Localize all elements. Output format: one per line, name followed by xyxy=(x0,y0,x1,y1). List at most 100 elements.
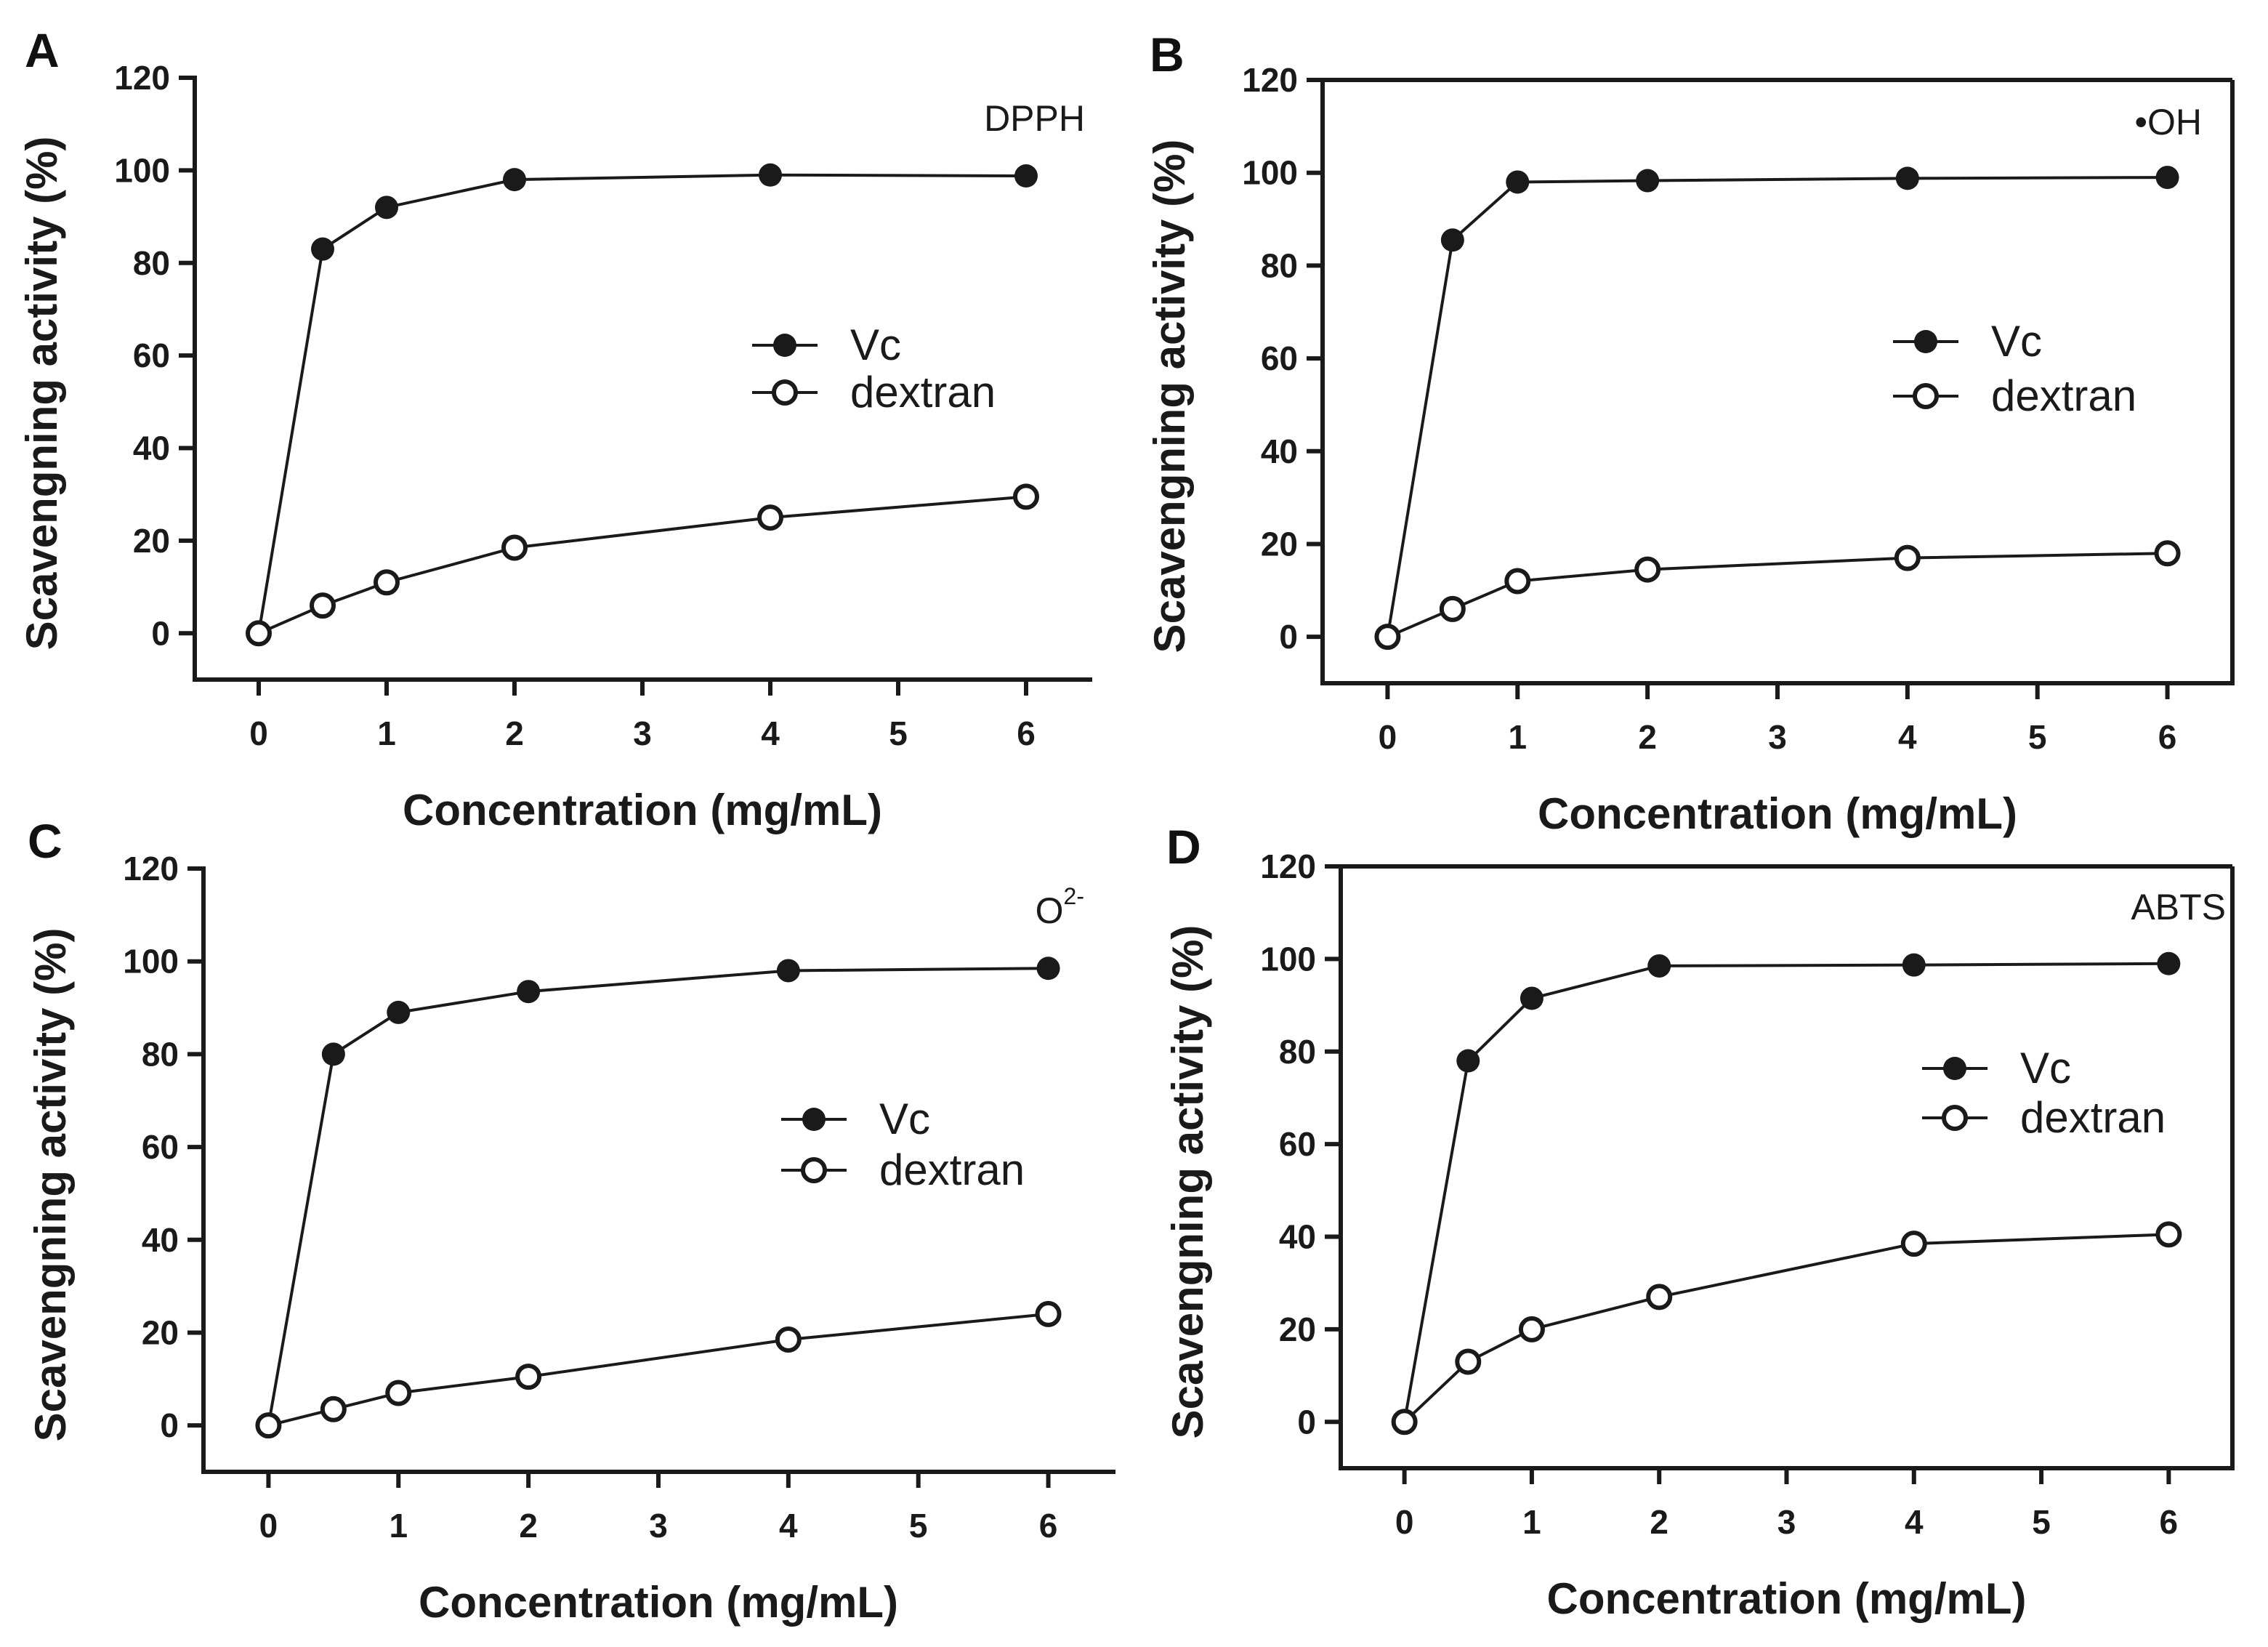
data-point xyxy=(1646,1284,1673,1310)
y-tick-label: 40 xyxy=(1261,432,1298,470)
legend-label: Vc xyxy=(850,321,901,369)
x-tick-label: 4 xyxy=(1905,1503,1924,1541)
data-point xyxy=(517,980,541,1004)
x-tick-label: 6 xyxy=(2160,1503,2179,1541)
data-point xyxy=(1504,568,1531,595)
data-point xyxy=(387,1000,411,1024)
data-point xyxy=(310,592,336,619)
y-axis-title: Scavengning activity (%) xyxy=(17,137,66,651)
panel-letter: B xyxy=(1150,28,1185,81)
y-tick-label: 80 xyxy=(1279,1033,1316,1071)
y-axis-title: Scavengning activity (%) xyxy=(26,928,75,1442)
data-point xyxy=(1636,169,1660,193)
data-point xyxy=(1440,228,1464,252)
data-point xyxy=(1036,957,1060,980)
x-tick-label: 5 xyxy=(889,714,908,752)
panel-letter: C xyxy=(28,814,62,868)
panel-letter: D xyxy=(1166,820,1201,874)
y-tick-label: 0 xyxy=(151,614,170,652)
data-point xyxy=(1647,954,1671,978)
data-point xyxy=(1902,953,1926,977)
x-axis-title: Concentration (mg/mL) xyxy=(1538,789,2017,838)
y-tick-label: 100 xyxy=(114,151,170,189)
data-point xyxy=(246,620,272,647)
x-axis-title: Concentration (mg/mL) xyxy=(1547,1574,2027,1623)
y-tick-label: 120 xyxy=(123,850,179,887)
y-tick-label: 20 xyxy=(1279,1310,1316,1348)
x-tick-label: 2 xyxy=(1638,718,1657,756)
chart-panel-b: 0 20 40 60 80 100 120 0 1 2 3 4 5 6 Concentration (mg/… xyxy=(1145,28,2235,838)
y-tick-label: 60 xyxy=(142,1128,179,1166)
data-point xyxy=(776,959,800,983)
panel-annotation: DPPH xyxy=(984,98,1085,139)
data-point xyxy=(759,163,782,187)
data-point xyxy=(775,1326,802,1353)
data-point xyxy=(515,1364,542,1390)
series-dextran xyxy=(255,1300,1062,1439)
legend-label: dextran xyxy=(1991,371,2136,420)
data-point xyxy=(255,1412,282,1439)
series-vc xyxy=(1392,951,2181,1434)
data-point xyxy=(1894,544,1921,571)
legend-label: Vc xyxy=(879,1095,930,1143)
chart-panel-a: 0 20 40 60 80 100 120 0 1 2 3 4 5 6 Concentration (mg/… xyxy=(17,23,1092,834)
y-axis-title: Scavengning activity (%) xyxy=(1145,140,1194,653)
data-point xyxy=(1013,483,1039,510)
annotation-superscript: 2- xyxy=(1064,883,1084,909)
data-point xyxy=(1506,170,1530,194)
x-tick-label: 6 xyxy=(2158,718,2177,756)
data-point xyxy=(1900,1231,1927,1257)
legend-label: dextran xyxy=(879,1145,1025,1194)
x-tick-label: 3 xyxy=(1777,1503,1796,1541)
x-tick-label: 3 xyxy=(633,714,652,752)
x-tick-label: 4 xyxy=(779,1507,798,1545)
x-axis-title: Concentration (mg/mL) xyxy=(419,1578,898,1627)
x-tick-label: 1 xyxy=(389,1507,408,1545)
data-point xyxy=(1634,556,1661,583)
legend-marker xyxy=(1943,1057,1966,1080)
x-axis-title: Concentration (mg/mL) xyxy=(403,786,882,834)
series-line xyxy=(1403,962,2169,1422)
data-point xyxy=(1035,1300,1062,1327)
data-point xyxy=(1520,986,1543,1010)
x-tick-label: 1 xyxy=(1522,1503,1541,1541)
data-point xyxy=(311,237,334,261)
y-tick-label: 60 xyxy=(1279,1125,1316,1163)
legend-marker xyxy=(801,1157,827,1183)
x-tick-label: 0 xyxy=(1379,718,1397,756)
data-point xyxy=(2154,540,2181,567)
x-tick-label: 6 xyxy=(1017,714,1036,752)
chart-panel-d: 0 20 40 60 80 100 120 0 1 2 3 4 5 6 Concentration (mg/… xyxy=(1163,820,2235,1623)
y-tick-label: 20 xyxy=(133,522,170,560)
legend-label: dextran xyxy=(850,368,996,416)
x-tick-label: 5 xyxy=(2032,1503,2051,1541)
data-point xyxy=(757,504,783,531)
x-tick-label: 0 xyxy=(259,1507,278,1545)
y-tick-label: 120 xyxy=(114,59,170,97)
data-point xyxy=(374,569,400,596)
y-tick-label: 120 xyxy=(1260,847,1316,885)
y-tick-label: 60 xyxy=(133,337,170,374)
legend-marker xyxy=(773,334,796,357)
series-line xyxy=(1387,552,2168,638)
y-tick-label: 0 xyxy=(1279,618,1298,656)
x-tick-label: 4 xyxy=(1898,718,1917,756)
x-tick-label: 4 xyxy=(761,714,780,752)
y-tick-label: 120 xyxy=(1242,61,1298,99)
series-line xyxy=(267,967,1049,1426)
panel-letter: A xyxy=(25,23,60,77)
x-tick-label: 2 xyxy=(1650,1503,1668,1541)
panel-annotation: ABTS xyxy=(2131,887,2226,927)
legend-marker xyxy=(1913,383,1939,409)
series-line xyxy=(257,173,1027,634)
panel-annotation: O2- xyxy=(1036,883,1084,931)
y-tick-label: 20 xyxy=(142,1313,179,1351)
series-vc xyxy=(257,957,1060,1438)
x-tick-label: 2 xyxy=(519,1507,538,1545)
data-point xyxy=(321,1042,345,1066)
y-tick-label: 80 xyxy=(1261,246,1298,284)
x-tick-label: 0 xyxy=(249,714,268,752)
data-point xyxy=(1391,1409,1418,1435)
